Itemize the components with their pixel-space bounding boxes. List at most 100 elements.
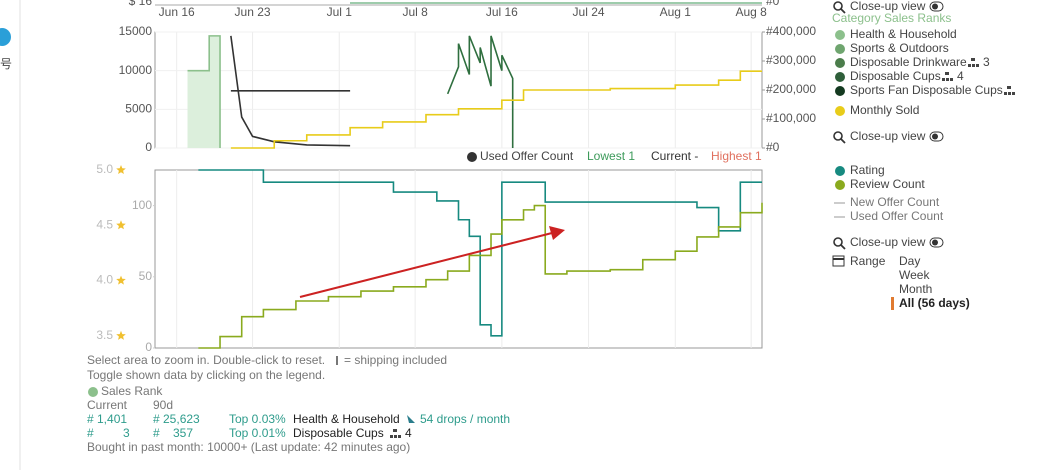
column-header: Current: [87, 398, 128, 412]
legend-dot[interactable]: [467, 152, 477, 162]
closeup-toggle[interactable]: Close-up view: [850, 235, 926, 249]
x-tick-label: Jun 16: [159, 5, 195, 19]
legend-label[interactable]: Sports Fan Disposable Cups: [850, 83, 1003, 97]
category-count: 4: [405, 426, 412, 440]
range-label: Range: [850, 254, 886, 268]
y2-tick-label: 0: [145, 340, 152, 354]
rating-tick-label: 4.5: [96, 217, 113, 231]
x-tick-label: Jul 1: [327, 5, 353, 19]
range-option[interactable]: Day: [899, 254, 920, 268]
rank-hash: #: [87, 426, 94, 440]
search-icon: [833, 131, 846, 144]
legend-dot[interactable]: [835, 166, 845, 176]
rank-current: # 1,401: [87, 412, 127, 426]
legend-dot: [88, 387, 98, 397]
series-line: [230, 70, 762, 149]
calendar-icon: [832, 255, 845, 267]
hint: Toggle shown data by clicking on the leg…: [87, 368, 325, 382]
toggle-knob: [932, 133, 938, 140]
y2-tick-label: #0: [766, 140, 780, 154]
tree-icon: [390, 429, 401, 438]
toggle[interactable]: [929, 131, 944, 142]
legend-label[interactable]: Used Offer Count: [850, 209, 944, 223]
legend-dot[interactable]: [835, 58, 845, 68]
series-line: [446, 35, 514, 148]
legend-label[interactable]: Health & Household: [850, 27, 957, 41]
arrow-head: [549, 226, 565, 240]
legend-label[interactable]: Lowest 1: [587, 149, 635, 163]
legend-dot[interactable]: [835, 30, 845, 40]
legend-label[interactable]: Rating: [850, 163, 885, 177]
shipping-icon: [336, 356, 338, 365]
rank-current: 3: [123, 426, 130, 440]
rank-drops: 54 drops / month: [420, 412, 510, 426]
legend-count: 3: [983, 55, 990, 69]
legend-dot[interactable]: [835, 180, 845, 190]
range-option[interactable]: All (56 days): [899, 296, 970, 310]
series-line: [230, 35, 351, 147]
legend-label[interactable]: Highest 1: [711, 149, 762, 163]
legend-label[interactable]: Disposable Cups: [850, 69, 941, 83]
legend-dot[interactable]: [835, 86, 845, 96]
search-icon: [833, 1, 846, 14]
rank-avg: 357: [173, 426, 193, 440]
legend-dot[interactable]: [835, 106, 845, 116]
side-panel: Close-up view Category Sales Ranks Healt…: [832, 0, 1015, 310]
rank-top: Top 0.03%: [229, 412, 286, 426]
x-tick-label: Jul 16: [486, 5, 518, 19]
nav-icon[interactable]: [0, 28, 11, 46]
rating-tick-label: 3.5: [96, 328, 113, 342]
y2-tick-label: #200,000: [766, 82, 816, 96]
y-tick-label: 15000: [119, 24, 153, 38]
charts: Jun 16 Jun 23 Jul 1 Jul 8 Jul 16 Jul 24 Aug 1 A…: [96, 5, 816, 354]
closeup-toggle[interactable]: Close-up view: [850, 0, 926, 13]
top-left-label: $ 16: [129, 0, 153, 8]
rank-avg: # 25,623: [153, 412, 200, 426]
area: [187, 35, 221, 148]
search-icon: [833, 237, 846, 250]
tree-icon: [968, 58, 979, 67]
toggle[interactable]: [929, 237, 944, 248]
y2-tick-label: 100: [132, 198, 152, 212]
series-line: [187, 35, 221, 148]
legend-count: 4: [957, 69, 964, 83]
toggle-knob: [932, 239, 938, 246]
legend-label[interactable]: New Offer Count: [850, 195, 940, 209]
y2-tick-label: #100,000: [766, 111, 816, 125]
legend-dot[interactable]: [835, 72, 845, 82]
closeup-toggle[interactable]: Close-up view: [850, 129, 926, 143]
star-icon: [116, 275, 126, 285]
y2-tick-label: 50: [139, 269, 153, 283]
y-tick-label: 0: [145, 140, 152, 154]
range-option[interactable]: Week: [899, 268, 930, 282]
y2-tick-label: #300,000: [766, 53, 816, 67]
series-line: [198, 169, 762, 337]
annotation-arrow: [299, 232, 553, 298]
rank-hash: #: [153, 426, 160, 440]
section-title: Category Sales Ranks: [832, 11, 951, 25]
star-icon: [116, 165, 126, 174]
legend-label[interactable]: Disposable Drinkware: [850, 55, 967, 69]
rating-tick-label: 5.0: [96, 162, 113, 176]
hint: Select area to zoom in. Double-click to …: [87, 353, 325, 367]
legend-label[interactable]: Monthly Sold: [850, 103, 919, 117]
legend-label[interactable]: Used Offer Count: [480, 149, 574, 163]
toggle[interactable]: [929, 1, 944, 12]
footer: Select area to zoom in. Double-click to …: [87, 353, 510, 454]
tree-icon: [942, 72, 953, 81]
column-header: 90d: [153, 398, 173, 412]
x-tick-label: Jun 23: [235, 5, 271, 19]
legend-label[interactable]: Review Count: [850, 177, 925, 191]
range-option[interactable]: Month: [899, 282, 932, 296]
legend-label[interactable]: Current -: [651, 149, 698, 163]
rank-category[interactable]: Health & Household: [293, 412, 400, 426]
side-label: 号: [0, 57, 12, 71]
legend-label[interactable]: Sports & Outdoors: [850, 41, 949, 55]
rank-category[interactable]: Disposable Cups: [293, 426, 384, 440]
x-tick-label: Aug 1: [660, 5, 692, 19]
y-tick-label: 5000: [125, 102, 152, 116]
legend-dot[interactable]: [835, 44, 845, 54]
rating-tick-label: 4.0: [96, 273, 113, 287]
toggle-knob: [932, 3, 938, 10]
